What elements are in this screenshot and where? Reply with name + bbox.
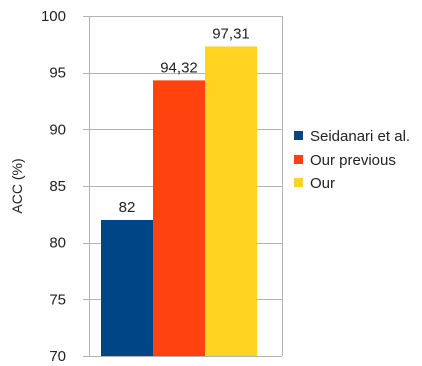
legend: Seidanari et al. Our previous Our <box>294 128 410 192</box>
y-tick-label-100: 100 <box>41 8 66 25</box>
data-labels: 82 94,32 97,31 <box>119 25 250 216</box>
legend-swatch-2 <box>294 178 303 187</box>
y-tick-label-90: 90 <box>49 121 66 138</box>
bar-2 <box>205 46 257 357</box>
y-axis-title: ACC (%) <box>9 158 25 213</box>
y-tick-label-70: 70 <box>49 348 66 365</box>
legend-swatch-0 <box>294 131 303 140</box>
y-tick-label-75: 75 <box>49 291 66 308</box>
data-label-2: 97,31 <box>212 25 250 42</box>
y-axis-ticks: 70 75 80 85 90 95 100 <box>41 8 66 365</box>
y-tick-label-95: 95 <box>49 65 66 82</box>
legend-swatch-1 <box>294 155 303 164</box>
bar-0 <box>101 220 153 356</box>
legend-label-2: Our <box>310 175 335 192</box>
y-tick-label-80: 80 <box>49 235 66 252</box>
data-label-1: 94,32 <box>160 59 198 76</box>
bars <box>101 46 257 357</box>
legend-label-1: Our previous <box>310 152 396 169</box>
y-tick-label-85: 85 <box>49 178 66 195</box>
legend-label-0: Seidanari et al. <box>310 128 410 145</box>
bar-1 <box>153 80 205 356</box>
data-label-0: 82 <box>119 199 136 216</box>
